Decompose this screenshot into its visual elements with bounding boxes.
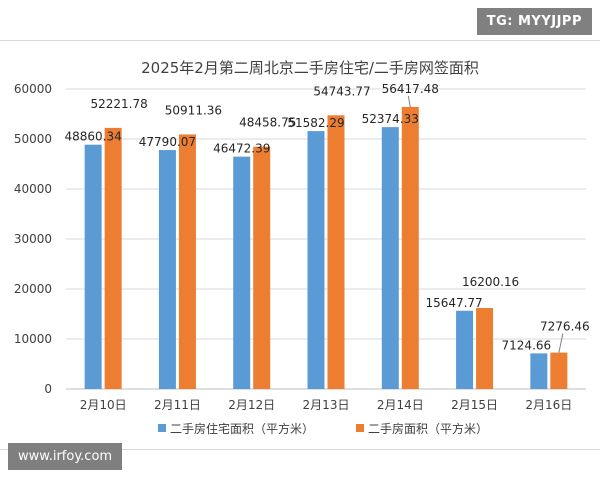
data-label: 15647.77 [425,296,482,310]
data-label: 46472.39 [213,142,270,156]
y-tick-label: 30000 [14,232,52,246]
gridlines [66,88,586,390]
data-label: 16200.16 [462,275,519,289]
y-tick-label: 20000 [14,282,52,296]
bar-series-2 [253,146,271,389]
y-tick-label: 0 [44,382,52,396]
legend: 二手房住宅面积（平方米） 二手房面积（平方米） [158,421,488,436]
y-tick-label: 40000 [14,182,52,196]
watermark-badge-top: TG: MYYJJPP [476,8,592,35]
legend-swatch [158,424,166,432]
label-leader-line [407,95,411,108]
bar-chart: 2025年2月第二周北京二手房住宅/二手房网签面积 0 10000 20000 300… [14,59,590,436]
data-label: 7276.46 [540,320,590,334]
y-axis-ticks: 0 10000 20000 30000 40000 50000 60000 [14,82,52,396]
x-tick-label: 2月11日 [154,398,201,412]
bar-series-2 [327,115,345,389]
bar-series-2 [178,134,196,389]
chart-title: 2025年2月第二周北京二手房住宅/二手房网签面积 [141,59,479,77]
label-leader-line [558,333,564,353]
y-tick-label: 10000 [14,332,52,346]
watermark-badge-bottom: www.irfoy.com [8,443,123,470]
bar-series-2 [401,106,419,389]
bar-series-1 [158,150,176,389]
legend-label: 二手房住宅面积（平方米） [170,421,314,436]
bar-series-1 [84,144,102,389]
x-tick-label: 2月13日 [303,398,350,412]
legend-swatch [356,424,364,432]
data-label: 51582.29 [287,116,344,130]
legend-label: 二手房面积（平方米） [368,421,488,436]
data-label: 47790.07 [139,135,196,149]
bar-series-2 [476,307,494,389]
bar-series-1 [530,353,548,389]
bars [84,106,568,389]
data-label: 48860.34 [65,130,122,144]
data-labels: 48860.34 52221.78 47790.07 50911.36 46472.39… [65,82,590,353]
bar-series-1 [307,131,325,389]
data-label: 7124.66 [502,338,552,352]
x-tick-label: 2月15日 [451,398,498,412]
data-label: 52221.78 [91,97,148,111]
bar-series-2 [104,127,122,389]
x-tick-label: 2月10日 [80,398,127,412]
x-tick-label: 2月14日 [377,398,424,412]
data-label: 54743.77 [313,84,370,98]
data-label: 56417.48 [382,82,439,96]
x-tick-label: 2月16日 [525,398,572,412]
bar-series-1 [233,156,251,389]
chart-frame: 2025年2月第二周北京二手房住宅/二手房网签面积 0 10000 20000 300… [0,40,600,450]
y-tick-label: 50000 [14,132,52,146]
data-label: 48458.75 [239,116,296,130]
x-tick-label: 2月12日 [228,398,275,412]
bar-series-2 [550,352,568,389]
data-label: 52374.33 [362,112,419,126]
bar-series-1 [381,127,399,389]
bar-series-1 [456,310,474,389]
data-label: 50911.36 [165,103,222,117]
x-axis-ticks: 2月10日 2月11日 2月12日 2月13日 2月14日 2月15日 2月16日 [80,398,573,412]
y-tick-label: 60000 [14,82,52,96]
